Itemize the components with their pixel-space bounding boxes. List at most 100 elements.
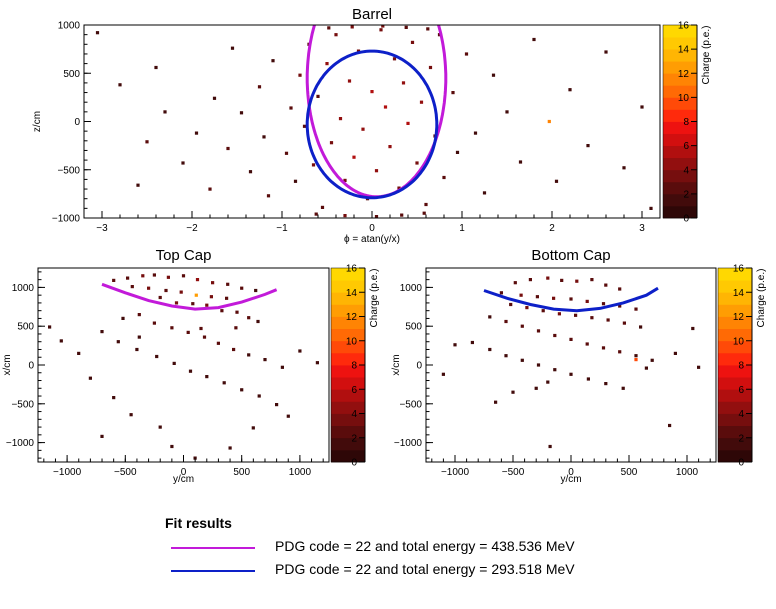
bottom-colorbar-bin xyxy=(718,352,752,366)
bottom-ztick-label: 4 xyxy=(738,409,744,420)
bottom-hit-56 xyxy=(697,365,701,369)
top-colorbar-bin xyxy=(331,292,365,305)
barrel-colorbar-bin xyxy=(663,37,697,50)
top-hit-23 xyxy=(235,310,239,314)
barrel-hit-38 xyxy=(374,169,379,173)
bottom-hit-45 xyxy=(604,382,608,386)
bottom-plot-area xyxy=(426,268,716,462)
barrel-ztick-label: 12 xyxy=(678,69,690,80)
barrel-hit-80 xyxy=(422,211,426,215)
top-colorbar-bin xyxy=(331,365,365,378)
barrel-colorbar-bin xyxy=(663,205,697,219)
bottom-zlabel: Charge (p.e.) xyxy=(756,269,767,328)
bottom-hit-24 xyxy=(622,321,626,325)
top-fit-magenta xyxy=(101,282,278,311)
barrel-fit-blue xyxy=(305,49,439,200)
top-colorbar-bin xyxy=(331,413,365,427)
top-hit-58 xyxy=(100,434,104,438)
bottom-hit-37 xyxy=(470,340,474,345)
bottom-ytick-label: −500 xyxy=(399,399,422,410)
bottom-hit-51 xyxy=(668,423,672,428)
barrel-colorbar-bin xyxy=(663,193,697,207)
barrel-hit-70 xyxy=(649,206,653,210)
bottom-hit-32 xyxy=(585,342,589,346)
top-hit-47 xyxy=(257,394,261,398)
barrel-hit-28 xyxy=(329,141,334,145)
barrel-xtick-label: −3 xyxy=(96,223,108,234)
top-hit-36 xyxy=(280,365,284,369)
barrel-hit-55 xyxy=(455,150,460,154)
bottom-xtick-label: 500 xyxy=(621,467,638,478)
top-ylabel: x/cm xyxy=(2,354,13,375)
bottom-hit-13 xyxy=(585,299,589,303)
barrel-hit-15 xyxy=(262,135,266,139)
top-hit-43 xyxy=(188,369,193,373)
top-zlabel: Charge (p.e.) xyxy=(369,269,380,328)
bottom-hit-39 xyxy=(504,354,508,358)
bottom-hit-6 xyxy=(604,283,608,287)
top-hit-35 xyxy=(263,358,267,362)
barrel-ztick-label: 2 xyxy=(683,189,689,200)
top-ytick-label: 1000 xyxy=(12,283,35,294)
barrel-hit-0 xyxy=(95,31,100,35)
top-hit-25 xyxy=(256,319,260,324)
bottom-ztick-label: 0 xyxy=(738,458,744,469)
bottom-hit-12 xyxy=(569,297,573,301)
top-hit-4 xyxy=(166,275,170,279)
barrel-colorbar-bin xyxy=(663,73,697,86)
bottom-hit-19 xyxy=(541,309,545,313)
bottom-hit-47 xyxy=(494,400,498,404)
barrel-xtick-label: −1 xyxy=(276,223,288,234)
barrel-ytick-label: −1000 xyxy=(52,214,81,225)
top-hit-27 xyxy=(137,313,141,317)
barrel-hit-71 xyxy=(327,26,331,30)
bottom-colorbar-bin xyxy=(718,292,752,305)
top-hit-0 xyxy=(112,278,116,282)
barrel-xtick-label: 0 xyxy=(369,223,375,234)
bottom-panel: −1000 −500 0 500 1000 −1000 −500 0 500 1000 Bottom… xyxy=(391,247,767,485)
barrel-hit-29 xyxy=(334,33,338,37)
bottom-hit-43 xyxy=(569,372,573,376)
barrel-hit-18 xyxy=(284,151,289,155)
bottom-colorbar-bin xyxy=(718,377,752,390)
barrel-colorbar-bin xyxy=(663,85,697,98)
legend-entry-2: PDG code = 22 and total energy = 293.518… xyxy=(171,561,641,581)
top-hit-30 xyxy=(186,330,190,334)
barrel-hit-49 xyxy=(424,202,428,207)
top-colorbar-bin xyxy=(331,377,365,390)
bottom-colorbar-bin xyxy=(718,280,752,293)
barrel-colorbar-bin xyxy=(663,61,697,74)
barrel-colorbar-bin xyxy=(663,97,697,110)
bottom-colorbar-bin xyxy=(718,365,752,378)
legend-entry-1: PDG code = 22 and total energy = 438.536… xyxy=(171,538,641,558)
barrel-colorbar-bin xyxy=(663,157,697,171)
bottom-hit-36 xyxy=(650,358,654,362)
top-hit-53 xyxy=(129,413,133,417)
barrel-hit-35 xyxy=(361,127,365,131)
top-hit-26 xyxy=(121,316,125,320)
barrel-hit-26 xyxy=(320,205,325,209)
barrel-hit-11 xyxy=(230,46,235,50)
barrel-xtick-label: 1 xyxy=(459,223,465,234)
top-panel: −1000 −500 0 500 1000 −1000 −500 0 500 1000 Top Ca… xyxy=(2,247,380,485)
top-colorbar-bin xyxy=(331,437,365,451)
top-colorbar-bin xyxy=(331,304,365,317)
barrel-hit-13 xyxy=(248,170,253,174)
top-hit-8 xyxy=(226,282,230,286)
barrel-title: Barrel xyxy=(352,6,392,23)
top-hit-9 xyxy=(240,286,244,290)
bottom-xlabel: y/cm xyxy=(560,474,581,485)
top-colorbar-bin xyxy=(331,425,365,439)
bottom-hit-33 xyxy=(601,346,606,350)
barrel-hit-72 xyxy=(350,25,354,29)
top-ztick-label: 6 xyxy=(351,385,357,396)
bottom-hit-38 xyxy=(488,347,492,352)
barrel-hit-41 xyxy=(388,145,392,149)
top-colorbar-bin xyxy=(331,316,365,330)
barrel-hit-75 xyxy=(426,27,430,31)
barrel-hit-43 xyxy=(397,186,401,190)
barrel-hit-17 xyxy=(271,59,275,63)
barrel-hit-46 xyxy=(410,40,415,44)
top-ytick-label: −1000 xyxy=(6,438,35,449)
